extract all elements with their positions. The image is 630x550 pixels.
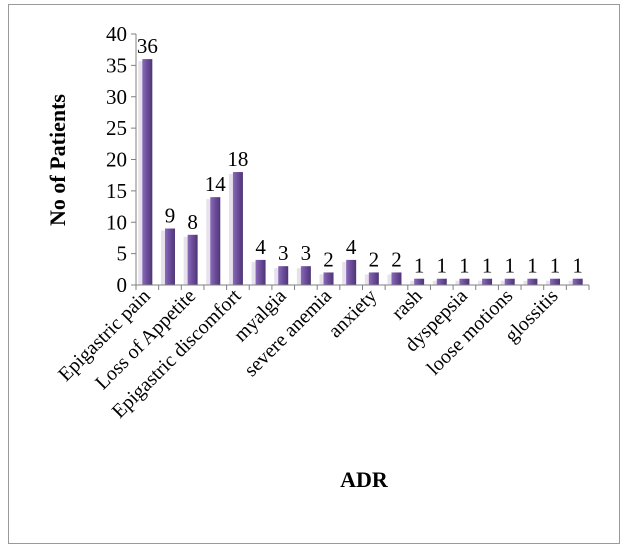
data-label: 2: [369, 247, 380, 271]
data-label: 1: [572, 254, 583, 278]
y-tick-label: 20: [106, 148, 127, 172]
y-tick-label: 15: [106, 179, 127, 203]
bar: [436, 278, 447, 285]
chart-frame: 0 5 10 15 20 25 30 35 40 36 9 8 14 18 4 3 3 2 4 2 2 1 1 1 1 1 1 1 1…: [8, 4, 620, 544]
data-label: 1: [527, 254, 538, 278]
bar: [550, 278, 561, 285]
bar: [482, 278, 493, 285]
data-label: 4: [346, 235, 357, 259]
bar: [255, 259, 266, 285]
bar: [414, 278, 425, 285]
y-tick-label: 25: [106, 116, 127, 140]
data-label: 8: [187, 210, 198, 234]
bar: [572, 278, 583, 285]
bar: [368, 272, 379, 285]
data-label: 2: [391, 247, 402, 271]
y-tick-label: 0: [117, 273, 128, 297]
bar: [300, 266, 311, 285]
data-label: 1: [482, 254, 493, 278]
data-label: 3: [301, 241, 312, 265]
category-label: rash: [388, 285, 427, 324]
y-tick-label: 35: [106, 53, 127, 77]
bar: [142, 59, 153, 285]
data-label: 18: [227, 147, 248, 171]
data-label: 1: [459, 254, 470, 278]
bar: [504, 278, 515, 285]
data-label: 4: [255, 235, 266, 259]
bar: [323, 272, 334, 285]
x-axis-title: ADR: [340, 467, 389, 492]
bar: [210, 197, 221, 285]
data-label: 1: [414, 254, 425, 278]
y-tick-label: 5: [117, 242, 128, 266]
x-axis: [135, 284, 590, 290]
y-tick-label: 10: [106, 210, 127, 234]
bar: [164, 228, 175, 285]
y-tick-label: 40: [106, 22, 127, 46]
data-label: 36: [137, 34, 158, 58]
data-label: 3: [278, 241, 289, 265]
y-axis-title: No of Patients: [45, 94, 70, 226]
bar: [391, 272, 402, 285]
data-label: 9: [165, 204, 176, 228]
bar: [459, 278, 470, 285]
data-label: 1: [504, 254, 514, 278]
bar: [278, 266, 289, 285]
bar: [187, 234, 198, 285]
data-label: 2: [323, 247, 334, 271]
data-label: 14: [205, 172, 227, 196]
bar: [346, 259, 357, 285]
y-axis: 0 5 10 15 20 25 30 35 40: [106, 22, 137, 297]
y-tick-label: 30: [106, 85, 127, 109]
bar: [527, 278, 538, 285]
bars-group: [138, 59, 583, 285]
data-label: 1: [550, 254, 561, 278]
data-label: 1: [437, 254, 448, 278]
category-label: anxiety: [324, 285, 381, 342]
bar: [232, 172, 243, 285]
